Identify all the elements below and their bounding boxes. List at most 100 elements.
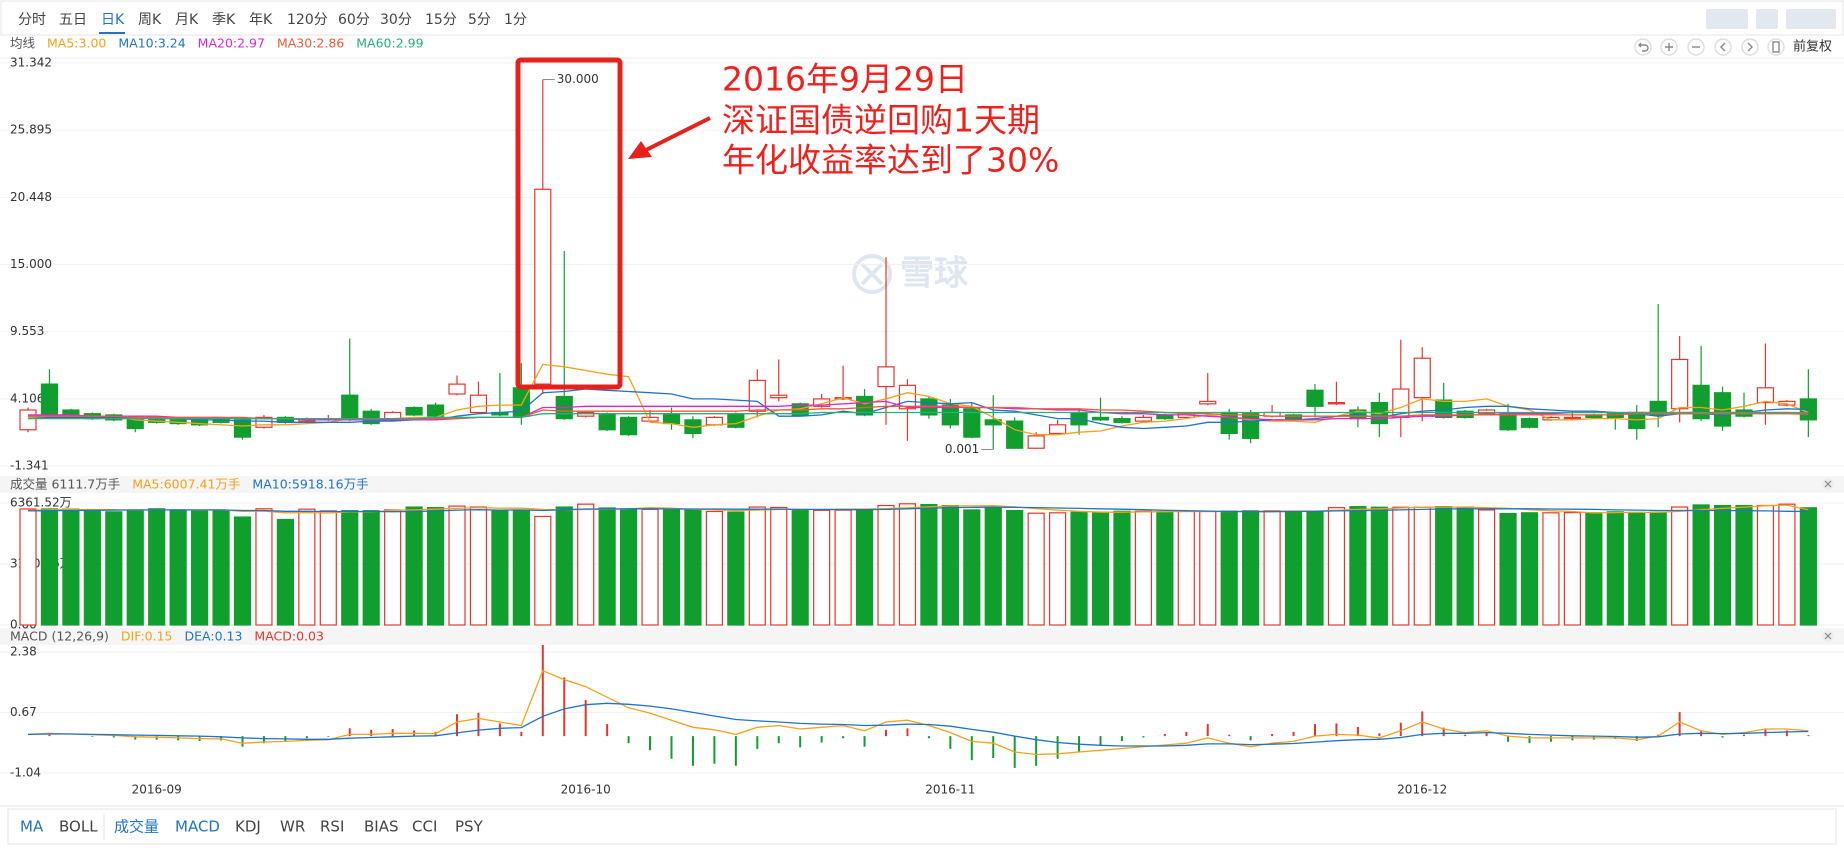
volume-bar [963, 509, 981, 626]
volume-bar [169, 509, 187, 626]
volume-bar [276, 518, 294, 626]
close-volume[interactable] [1822, 478, 1834, 490]
volume-bar [920, 503, 938, 626]
volume-bar [727, 511, 745, 626]
volume-bar [1006, 509, 1024, 626]
volume-bar [1220, 510, 1238, 626]
candle-body [1606, 413, 1624, 419]
candle-body [341, 394, 359, 420]
volume-bar [1113, 510, 1131, 626]
candle-body [1242, 413, 1260, 439]
candle-body [1520, 418, 1539, 428]
period-tab[interactable]: 月K [175, 12, 199, 28]
period-tab[interactable]: 30分 [380, 12, 412, 28]
indicator-tab[interactable]: BIAS [364, 818, 399, 836]
period-tab[interactable]: 5分 [468, 12, 491, 28]
indicator-tab[interactable]: CCI [412, 818, 437, 836]
volume-bar [1692, 504, 1710, 626]
candle-body [233, 419, 252, 438]
period-tab[interactable]: 分时 [18, 12, 46, 28]
prev-button[interactable] [1714, 38, 1732, 56]
period-tab[interactable]: 季K [212, 12, 236, 28]
indicator-tab[interactable]: PSY [455, 818, 484, 836]
volume-bar [1177, 510, 1195, 626]
volume-bar [1671, 506, 1689, 626]
adjust-mode[interactable]: 前复权 [1793, 39, 1832, 55]
period-tab[interactable]: 120分 [287, 12, 328, 28]
volume-bar [598, 507, 616, 626]
period-tab[interactable]: 1分 [504, 12, 527, 28]
next-button[interactable] [1741, 38, 1759, 56]
indicator-bar [7, 808, 1837, 845]
volume-bar [1499, 512, 1517, 626]
candle-body [1027, 435, 1045, 449]
period-tab[interactable]: 周K [138, 12, 162, 28]
volume-bar [1606, 511, 1624, 626]
callout-arrow [628, 116, 711, 159]
fullscreen-button[interactable] [1767, 38, 1785, 56]
volume-bar [62, 508, 80, 626]
candle-body [941, 404, 959, 426]
period-tab[interactable]: 60分 [338, 12, 370, 28]
volume-bar [384, 509, 402, 626]
indicator-line [27, 506, 1809, 513]
volume-bar [941, 504, 959, 626]
volume-bar [1392, 506, 1410, 626]
y-tick-label: 4.106 [10, 391, 44, 405]
period-tab[interactable]: 15分 [425, 12, 457, 28]
volume-bar [1263, 510, 1281, 626]
candle-body [40, 383, 59, 416]
indicator-tab[interactable]: BOLL [59, 818, 98, 836]
candle-body [662, 413, 681, 425]
candle-body [1756, 387, 1775, 404]
indicator-line [28, 411, 1809, 420]
volume-bar [448, 505, 466, 626]
period-tab[interactable]: 年K [249, 12, 273, 28]
undo-button[interactable] [1634, 38, 1652, 56]
period-tab[interactable]: 五日 [59, 12, 87, 28]
candle-body [705, 416, 724, 426]
candle-body [469, 394, 488, 414]
indicator-tab[interactable]: MA [20, 818, 44, 836]
period-tab-active[interactable]: 日K [101, 12, 125, 28]
zoom-in-button[interactable] [1660, 38, 1678, 56]
volume-bar [212, 509, 230, 626]
y-tick-label: 6361.52万 [10, 496, 72, 510]
candle-body [1134, 416, 1153, 422]
tool-icons [1634, 38, 1785, 56]
indicator-tab[interactable]: WR [280, 818, 305, 836]
candle-body [1199, 400, 1217, 405]
volume-bar [684, 509, 702, 626]
callout-line: 2016年9月29日 [722, 60, 968, 99]
volume-bar [705, 510, 724, 626]
volume-bar [255, 508, 273, 626]
y-tick-label: -1.341 [10, 459, 49, 473]
volume-bar [105, 511, 123, 626]
volume-bar [1242, 510, 1260, 626]
y-tick-label: 15.000 [10, 257, 52, 271]
volume-bar [1284, 510, 1303, 626]
volume-bar [19, 508, 37, 626]
volume-bar [148, 508, 166, 626]
candle-body [598, 413, 616, 431]
volume-bar [1542, 512, 1560, 626]
indicator-tab[interactable]: MACD [175, 818, 220, 836]
callout-line: 年化收益率达到了30% [722, 141, 1059, 180]
volume-header-band [0, 476, 1844, 493]
zoom-out-button[interactable] [1687, 38, 1705, 56]
indicator-tab[interactable]: 成交量 [114, 818, 159, 836]
close-macd[interactable] [1822, 630, 1834, 642]
indicator-tab[interactable]: KDJ [235, 818, 261, 836]
candle-body [963, 408, 981, 438]
min-label: 0.001 [945, 442, 979, 456]
indicator-tab[interactable]: RSI [320, 818, 344, 836]
legend-item: MA30:2.86 [277, 36, 344, 51]
indicator-line [28, 363, 1809, 436]
candle-body [1563, 416, 1582, 420]
candle-body [1220, 411, 1238, 435]
legend-item: MACD (12,26,9) [10, 629, 109, 644]
legend-item: MA20:2.97 [198, 36, 265, 51]
blurred-info [1706, 9, 1836, 29]
